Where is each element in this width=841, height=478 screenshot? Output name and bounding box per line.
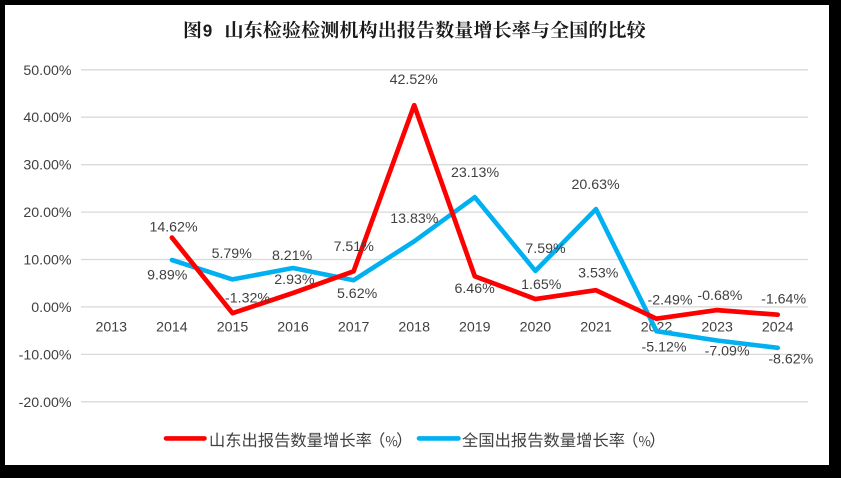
svg-text:14.62%: 14.62%	[149, 219, 198, 235]
svg-text:40.00%: 40.00%	[23, 110, 72, 126]
svg-text:-8.62%: -8.62%	[768, 352, 813, 368]
svg-text:20.00%: 20.00%	[23, 205, 72, 221]
svg-text:2024: 2024	[762, 320, 794, 336]
svg-text:30.00%: 30.00%	[23, 158, 72, 174]
svg-text:5.79%: 5.79%	[212, 246, 253, 262]
svg-text:0.00%: 0.00%	[31, 300, 72, 316]
svg-text:5.62%: 5.62%	[337, 286, 378, 302]
svg-text:2020: 2020	[520, 320, 552, 336]
svg-text:2017: 2017	[338, 320, 370, 336]
svg-text:2019: 2019	[459, 320, 491, 336]
svg-text:20.63%: 20.63%	[572, 177, 621, 193]
svg-text:-1.64%: -1.64%	[761, 292, 806, 308]
svg-text:-0.68%: -0.68%	[697, 288, 742, 304]
svg-text:10.00%: 10.00%	[23, 253, 72, 269]
svg-text:23.13%: 23.13%	[451, 165, 500, 181]
svg-text:8.21%: 8.21%	[272, 248, 313, 264]
svg-text:-10.00%: -10.00%	[19, 347, 72, 363]
svg-text:-7.09%: -7.09%	[705, 344, 750, 360]
svg-text:7.51%: 7.51%	[334, 239, 375, 255]
svg-text:2023: 2023	[701, 320, 733, 336]
svg-text:2016: 2016	[277, 320, 309, 336]
svg-text:13.83%: 13.83%	[390, 211, 439, 227]
svg-text:2021: 2021	[580, 320, 612, 336]
svg-text:50.00%: 50.00%	[23, 63, 72, 79]
svg-text:2018: 2018	[398, 320, 430, 336]
svg-text:6.46%: 6.46%	[454, 281, 495, 297]
svg-text:1.65%: 1.65%	[521, 277, 562, 293]
svg-text:42.52%: 42.52%	[390, 72, 439, 88]
svg-text:-2.49%: -2.49%	[648, 292, 693, 308]
svg-text:9.89%: 9.89%	[147, 267, 188, 283]
svg-text:2.93%: 2.93%	[274, 272, 315, 288]
svg-text:-1.32%: -1.32%	[225, 290, 270, 306]
svg-text:7.59%: 7.59%	[525, 241, 566, 257]
svg-text:-20.00%: -20.00%	[19, 395, 72, 411]
svg-text:-5.12%: -5.12%	[642, 340, 687, 356]
svg-text:2014: 2014	[156, 320, 188, 336]
svg-text:2015: 2015	[217, 320, 249, 336]
svg-text:2013: 2013	[96, 320, 128, 336]
svg-text:3.53%: 3.53%	[578, 266, 619, 282]
